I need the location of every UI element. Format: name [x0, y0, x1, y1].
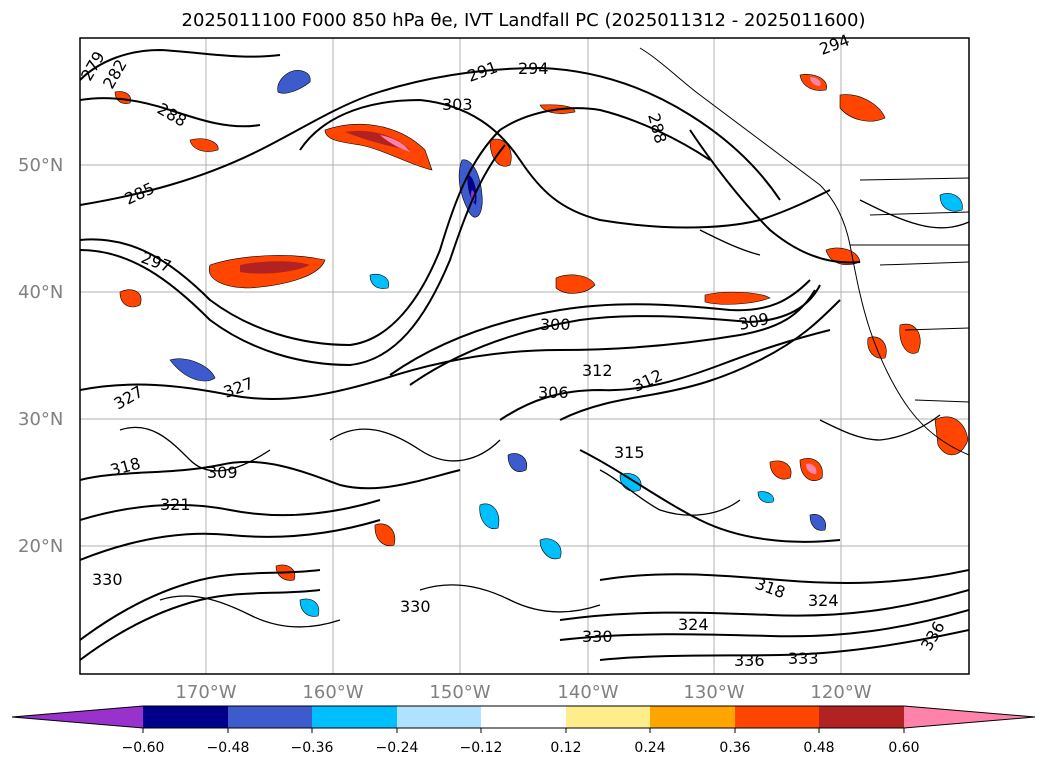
colorbar-tick-label: 0.48 — [803, 740, 834, 756]
colorbar-segment — [397, 706, 481, 728]
contour-label: 336 — [734, 651, 765, 670]
contour-label: 333 — [788, 649, 819, 668]
colorbar-extend-right — [904, 706, 1035, 728]
lat-label: 20°N — [18, 536, 63, 557]
contour-label: 330 — [400, 597, 431, 616]
contour-label: 294 — [518, 59, 549, 78]
colorbar-tick-label: 0.24 — [634, 740, 665, 756]
colorbar-segment — [735, 706, 819, 728]
colorbar-segment — [650, 706, 735, 728]
theta-e-contours — [80, 48, 969, 661]
coastline — [639, 47, 969, 456]
colorbar-tick-label: −0.48 — [207, 740, 250, 756]
contour-label: 315 — [614, 443, 645, 462]
lon-label: 170°W — [175, 682, 236, 703]
colorbar-segment — [143, 706, 228, 728]
lon-label: 130°W — [683, 682, 744, 703]
colorbar-tick-label: −0.24 — [376, 740, 419, 756]
contour-label: 330 — [92, 570, 123, 589]
colorbar-tick-label: −0.60 — [122, 740, 165, 756]
lon-label: 120°W — [810, 682, 871, 703]
colorbar-segment — [312, 706, 397, 728]
colorbar: −0.60 −0.48 −0.36 −0.24 −0.12 0.12 0.24 … — [11, 705, 1036, 756]
colorbar-tick-label: −0.36 — [291, 740, 334, 756]
theta-e-contours-thin — [119, 199, 969, 628]
colorbar-segment — [819, 706, 904, 728]
map-content — [80, 38, 969, 674]
colorbar-extend-left — [12, 706, 143, 728]
lon-label: 160°W — [302, 682, 363, 703]
colorbar-tick-marks — [142, 728, 905, 733]
longitude-labels: 170°W 160°W 150°W 140°W 130°W 120°W — [175, 682, 871, 703]
latitude-labels: 50°N 40°N 30°N 20°N — [18, 155, 63, 557]
contour-label: 309 — [207, 463, 238, 482]
contour-label: 303 — [442, 95, 473, 114]
lon-label: 150°W — [429, 682, 490, 703]
contour-label: 300 — [540, 315, 571, 334]
contour-label: 330 — [582, 627, 613, 646]
lon-label: 140°W — [557, 682, 618, 703]
contour-label: 312 — [582, 361, 613, 380]
contour-label: 324 — [678, 615, 709, 634]
map-frame — [79, 37, 970, 675]
colorbar-tick-label: −0.12 — [460, 740, 503, 756]
contour-label: 306 — [538, 383, 569, 402]
colorbar-tick-label: 0.36 — [719, 740, 750, 756]
lat-label: 40°N — [18, 282, 63, 303]
contour-label: 324 — [808, 591, 839, 610]
colorbar-segment — [228, 706, 312, 728]
map-background — [80, 38, 969, 674]
plot-title: 2025011100 F000 850 hPa θe, IVT Landfall… — [181, 10, 866, 31]
contour-label: 321 — [160, 495, 191, 514]
lat-label: 30°N — [18, 409, 63, 430]
ivt-pc-fill — [114, 70, 969, 617]
lat-label: 50°N — [18, 155, 63, 176]
colorbar-tick-label: 0.60 — [888, 740, 919, 756]
colorbar-segment — [481, 706, 566, 728]
colorbar-tick-label: 0.12 — [550, 740, 581, 756]
colorbar-segment — [566, 706, 650, 728]
